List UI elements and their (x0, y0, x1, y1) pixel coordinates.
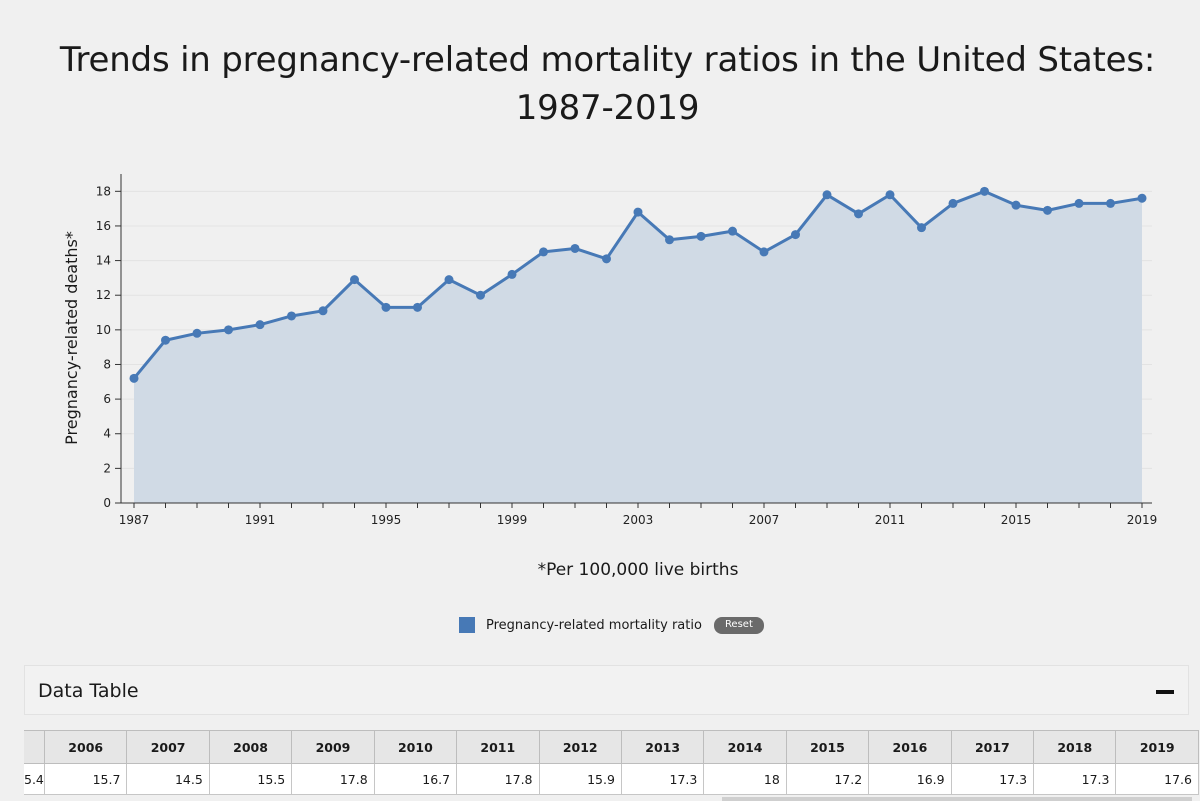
x-tick-label: 2011 (875, 513, 906, 527)
table-header-cell: 2017 (950, 730, 1035, 764)
data-point (318, 306, 328, 316)
data-point (854, 209, 863, 219)
table-row: 5.4 15.7 14.5 15.5 17.8 16.7 17.8 15.9 17.3 18 17.… (24, 763, 1199, 795)
table-cell: 17.8 (456, 763, 540, 795)
x-tick-label: 2019 (1127, 513, 1158, 527)
chart-area: 0 2 4 6 8 10 12 14 16 18 1987 1991 1995 1999 2003 2007 2… (62, 174, 1158, 527)
data-point (728, 226, 737, 236)
data-table-scroll[interactable]: 2006 2007 2008 2009 2010 2011 2012 2013 2014 2015… (24, 730, 1200, 801)
data-point (822, 190, 832, 200)
collapse-icon[interactable] (1156, 690, 1174, 694)
data-point (255, 320, 265, 330)
x-tick-label: 1995 (371, 513, 402, 527)
table-cell: 17.3 (1033, 763, 1117, 795)
data-point (570, 243, 580, 253)
table-cell: 17.8 (291, 763, 375, 795)
chart-legend: Pregnancy-related mortality ratio Reset (459, 614, 764, 636)
table-cell: 15.9 (538, 763, 622, 795)
data-table: 2006 2007 2008 2009 2010 2011 2012 2013 2014 2015… (24, 730, 1199, 795)
data-point (1106, 198, 1115, 208)
y-tick-label: 14 (96, 254, 111, 268)
data-point (602, 254, 611, 264)
area-fill (134, 191, 1142, 503)
table-header-cell: 2008 (208, 730, 293, 764)
data-point (633, 207, 643, 217)
data-point (948, 198, 958, 208)
table-header-cell: 2013 (620, 730, 705, 764)
data-point (1137, 193, 1147, 203)
data-point (1043, 205, 1052, 215)
data-point (444, 275, 454, 285)
data-table-panel[interactable]: Data Table (24, 665, 1189, 715)
data-point (161, 335, 170, 345)
table-cell: 16.9 (868, 763, 952, 795)
table-header-cell: 2016 (868, 730, 952, 764)
data-table-heading: Data Table (38, 680, 139, 702)
table-header-cell (24, 730, 45, 764)
chart-footnote: *Per 100,000 live births (537, 560, 739, 580)
x-tick-label: 2003 (623, 513, 654, 527)
data-point (381, 302, 391, 312)
x-tick-label: 2007 (749, 513, 780, 527)
table-cell: 17.6 (1115, 763, 1199, 795)
data-point (129, 373, 139, 383)
x-tick-label: 2015 (1001, 513, 1032, 527)
chart-title: Trends in pregnancy-related mortality ra… (59, 40, 1156, 128)
y-tick-label: 0 (103, 496, 111, 510)
reset-button[interactable]: Reset (713, 616, 764, 634)
legend-label[interactable]: Pregnancy-related mortality ratio (486, 617, 702, 633)
table-header-cell: 2009 (291, 730, 375, 764)
table-cell: 15.7 (43, 763, 128, 795)
y-tick-label: 4 (103, 427, 111, 441)
data-point (287, 311, 296, 321)
table-cell: 5.4 (24, 763, 45, 795)
data-point (413, 302, 422, 312)
data-point (791, 230, 800, 240)
table-cell: 17.3 (950, 763, 1035, 795)
table-cell: 16.7 (373, 763, 458, 795)
table-header-cell: 2014 (703, 730, 787, 764)
y-tick-label: 10 (96, 323, 111, 337)
data-point (885, 190, 895, 200)
table-scrollbar[interactable] (722, 797, 1192, 801)
table-header-row: 2006 2007 2008 2009 2010 2011 2012 2013 2014 2015… (24, 730, 1199, 764)
data-point (1074, 198, 1084, 208)
table-header-cell: 2011 (456, 730, 540, 764)
y-tick-label: 12 (96, 288, 111, 302)
data-point (507, 269, 517, 279)
y-axis-label: Pregnancy-related deaths* (62, 231, 81, 445)
data-point (224, 325, 233, 335)
table-header-cell: 2006 (43, 730, 128, 764)
data-point (476, 290, 485, 300)
table-header-cell: 2015 (785, 730, 870, 764)
x-tick-label: 1987 (119, 513, 150, 527)
table-header-cell: 2012 (538, 730, 622, 764)
table-cell: 14.5 (126, 763, 210, 795)
data-point (192, 328, 202, 338)
data-point (665, 235, 674, 245)
y-tick-label: 2 (103, 461, 111, 475)
data-point (980, 186, 989, 196)
y-tick-label: 16 (96, 219, 111, 233)
data-point (696, 231, 706, 241)
table-header-cell: 2019 (1115, 730, 1199, 764)
y-tick-label: 18 (96, 184, 111, 198)
data-point (917, 223, 926, 233)
table-cell: 18 (703, 763, 787, 795)
legend-swatch[interactable] (459, 617, 475, 633)
table-cell: 17.2 (785, 763, 870, 795)
y-tick-label: 8 (103, 357, 111, 371)
table-header-cell: 2010 (373, 730, 458, 764)
x-tick-label: 1999 (497, 513, 528, 527)
data-point (1011, 200, 1021, 210)
data-point (539, 247, 548, 257)
data-point (350, 275, 359, 285)
x-tick-label: 1991 (245, 513, 276, 527)
table-header-cell: 2007 (126, 730, 210, 764)
table-cell: 15.5 (208, 763, 293, 795)
table-header-cell: 2018 (1033, 730, 1117, 764)
table-cell: 17.3 (620, 763, 705, 795)
y-tick-label: 6 (103, 392, 111, 406)
data-point (759, 247, 769, 257)
